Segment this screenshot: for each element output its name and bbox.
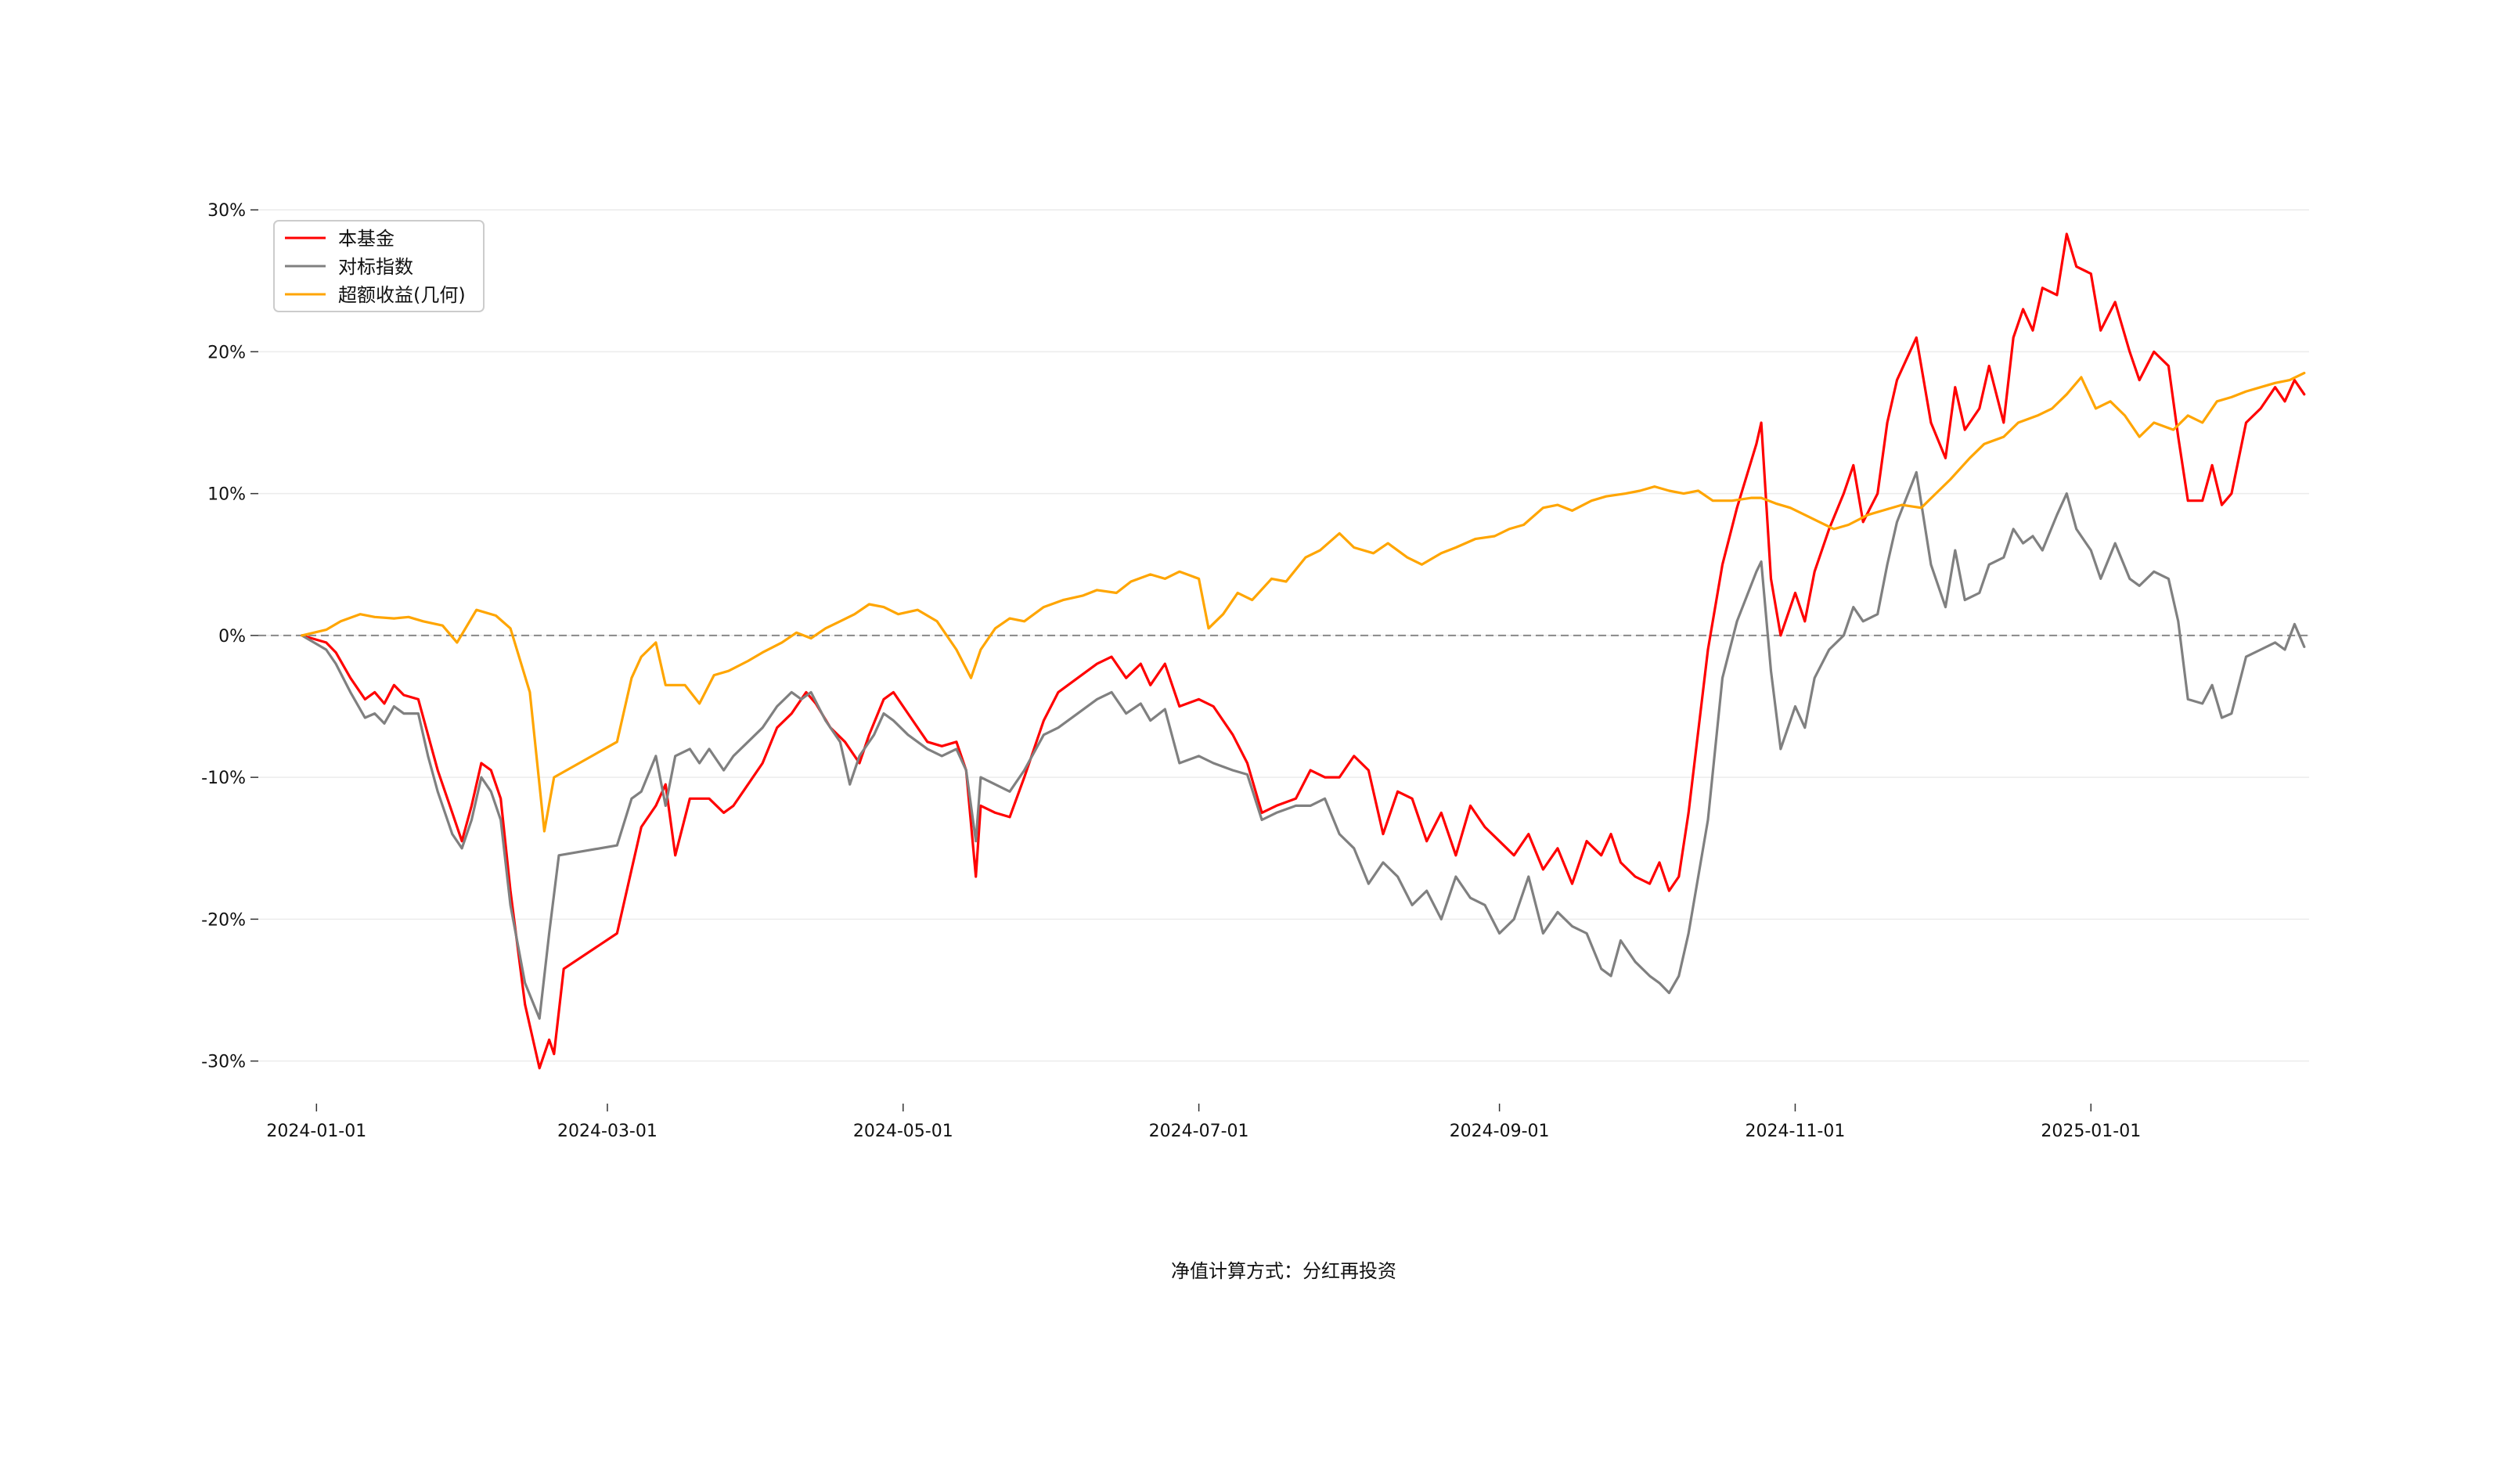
excess-return-line bbox=[301, 372, 2306, 833]
legend-label-excess: 超额收益(几何) bbox=[338, 284, 466, 306]
series-layer bbox=[301, 232, 2306, 1070]
x-tick-label: 2024-03-01 bbox=[557, 1122, 658, 1141]
legend-label-fund: 本基金 bbox=[338, 228, 395, 250]
y-tick-label: -20% bbox=[201, 910, 246, 930]
y-tick-label: 10% bbox=[207, 485, 246, 505]
x-tick-label: 2024-01-01 bbox=[266, 1122, 366, 1141]
legend-frame bbox=[273, 220, 485, 312]
x-tick-label: 2024-07-01 bbox=[1149, 1122, 1249, 1141]
y-tick-label: -10% bbox=[201, 769, 246, 788]
x-tick-label: 2024-05-01 bbox=[853, 1122, 953, 1141]
legend: 本基金 对标指数 超额收益(几何) bbox=[273, 220, 485, 312]
fund-line bbox=[301, 232, 2306, 1070]
nav-method-note: 净值计算方式：分红再投资 bbox=[1171, 1260, 1396, 1282]
legend-label-benchmark: 对标指数 bbox=[338, 256, 413, 278]
x-tick-label: 2024-11-01 bbox=[1746, 1122, 1846, 1141]
y-tick-label: -30% bbox=[201, 1053, 246, 1072]
y-tick-label: 20% bbox=[207, 343, 246, 362]
x-tick-label: 2025-01-01 bbox=[2041, 1122, 2141, 1141]
grid-layer bbox=[258, 209, 2309, 1062]
y-tick-label: 30% bbox=[207, 201, 246, 221]
x-tick-label: 2024-09-01 bbox=[1450, 1122, 1550, 1141]
axis-layer: 30% 20% 10% 0% -10% -20% -30% 2024-01-01 2024-03… bbox=[201, 201, 2141, 1141]
y-tick-label: 0% bbox=[218, 627, 246, 647]
benchmark-line bbox=[301, 470, 2306, 1020]
